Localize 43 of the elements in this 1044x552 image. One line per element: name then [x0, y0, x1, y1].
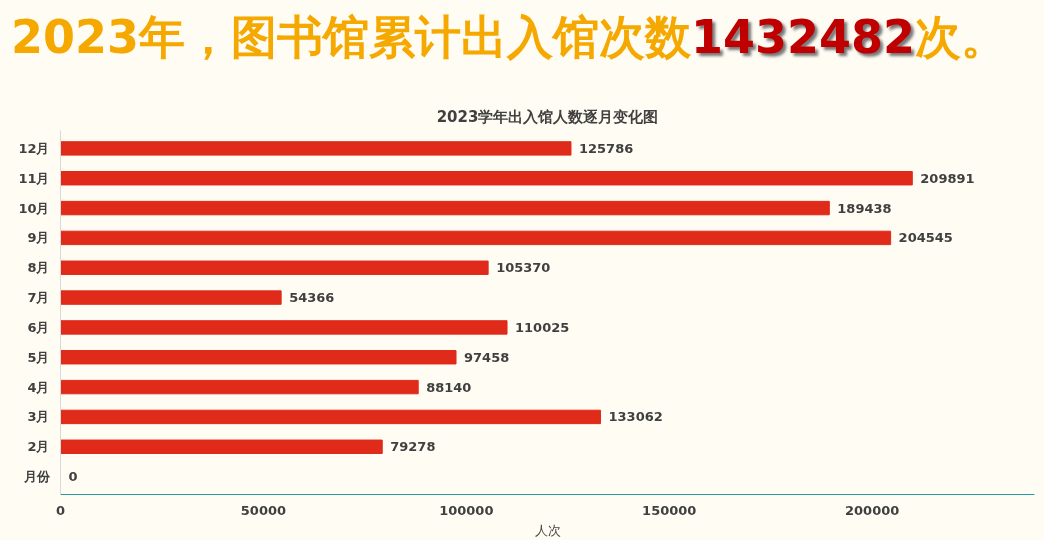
bar: [60, 260, 489, 275]
data-label: 105370: [496, 260, 551, 276]
y-tick-label: 5月: [27, 349, 50, 365]
data-label: 209891: [920, 170, 975, 186]
bar: [60, 141, 572, 156]
data-label: 54366: [289, 290, 335, 306]
y-tick-label: 4月: [27, 379, 50, 395]
y-tick-label: 10月: [18, 200, 50, 216]
bar: [60, 230, 892, 246]
bar: [60, 350, 457, 365]
x-axis-title: 人次: [534, 522, 561, 538]
bar: [60, 171, 913, 186]
data-label: 133062: [608, 409, 663, 425]
data-label: 125786: [578, 140, 634, 156]
x-tick-label: 0: [55, 502, 66, 518]
x-tick-label: 150000: [642, 502, 697, 518]
bar: [60, 439, 383, 454]
bar: [60, 320, 508, 335]
y-tick-label: 6月: [27, 319, 50, 335]
data-label: 204545: [898, 230, 953, 246]
y-tick-label: 月份: [22, 469, 51, 485]
y-tick-label: 9月: [27, 230, 50, 246]
y-tick-label: 3月: [27, 409, 50, 425]
data-label: 110025: [515, 319, 570, 335]
data-label: 0: [68, 469, 78, 485]
bar: [60, 379, 419, 395]
bar: [60, 290, 282, 305]
x-tick-label: 200000: [845, 502, 900, 518]
bar: [60, 200, 830, 216]
chart-subtitle: 2023学年出入馆人数逐月变化图: [436, 107, 659, 126]
x-tick-label: 50000: [240, 502, 287, 518]
x-tick-label: 100000: [439, 502, 494, 518]
bar: [60, 409, 602, 425]
y-tick-label: 11月: [18, 170, 50, 186]
data-label: 88140: [426, 379, 472, 395]
chart-title: 2023年，图书馆累计出入馆次数1432482次。: [11, 9, 1008, 66]
y-tick-label: 8月: [27, 260, 50, 276]
data-label: 79278: [390, 439, 436, 455]
data-label: 97458: [464, 349, 510, 365]
y-tick-label: 2月: [27, 439, 50, 455]
data-label: 189438: [837, 200, 892, 216]
y-tick-label: 12月: [18, 140, 50, 156]
y-tick-label: 7月: [27, 290, 50, 306]
